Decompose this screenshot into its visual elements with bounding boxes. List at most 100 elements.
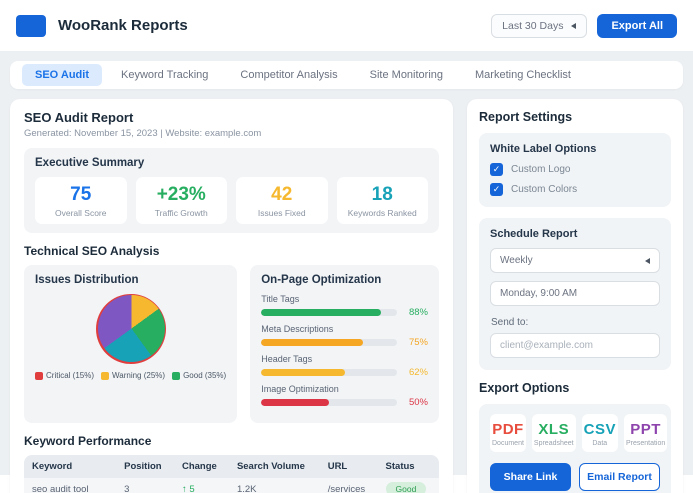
- metric-label: Issues Fixed: [257, 208, 306, 218]
- cell-volume: 1.2K: [228, 478, 320, 493]
- technical-seo-heading: Technical SEO Analysis: [24, 244, 160, 258]
- white-label-card: White Label Options ✓ Custom Logo ✓ Cust…: [479, 133, 671, 207]
- metrics-row: 75 Overall Score +23% Traffic Growth 42 …: [35, 177, 428, 224]
- sidebar-column: Report Settings White Label Options ✓ Cu…: [467, 99, 683, 493]
- format-name: PPT: [630, 421, 661, 438]
- metric-label: Keywords Ranked: [347, 208, 417, 218]
- export-options-heading: Export Options: [479, 381, 570, 395]
- period-selector[interactable]: Last 30 Days: [491, 13, 588, 38]
- export-formats: PDF Document XLS Spreadsheet CSV Data: [490, 414, 668, 452]
- col-status: Status: [377, 455, 439, 478]
- export-xls-tile[interactable]: XLS Spreadsheet: [531, 414, 576, 452]
- progress-track: [261, 339, 397, 346]
- metric-keywords-ranked: 18 Keywords Ranked: [336, 177, 428, 224]
- export-all-button[interactable]: Export All: [597, 13, 677, 38]
- progress-meta-descriptions: Meta Descriptions 75%: [261, 324, 428, 348]
- legend-warning: Warning (25%): [101, 371, 165, 380]
- progress-value: 50%: [408, 397, 428, 408]
- col-position: Position: [116, 455, 174, 478]
- recipient-email-input[interactable]: [490, 333, 660, 358]
- format-label: Spreadsheet: [533, 440, 574, 447]
- main-column: SEO Audit Report Generated: November 15,…: [10, 99, 453, 493]
- export-csv-tile[interactable]: CSV Data: [581, 414, 618, 452]
- checkbox-checked-icon[interactable]: ✓: [490, 183, 503, 196]
- tab-site-monitoring[interactable]: Site Monitoring: [369, 69, 444, 81]
- content-area: SEO Audit Keyword Tracking Competitor An…: [0, 52, 693, 493]
- format-name: XLS: [538, 421, 570, 438]
- export-pdf-tile[interactable]: PDF Document: [490, 414, 526, 452]
- metric-value: 42: [271, 184, 293, 205]
- tab-marketing-checklist[interactable]: Marketing Checklist: [475, 69, 571, 81]
- progress-value: 62%: [408, 367, 428, 378]
- issues-distribution-card: Issues Distribution Critical (15%): [24, 265, 238, 423]
- onpage-optimization-card: On-Page Optimization Title Tags 88% Meta…: [250, 265, 439, 423]
- white-label-heading: White Label Options: [490, 143, 597, 155]
- legend-swatch-warning: [101, 371, 110, 380]
- format-label: Document: [492, 440, 524, 447]
- progress-fill: [261, 399, 330, 406]
- metric-label: Traffic Growth: [154, 208, 208, 218]
- cell-keyword: seo audit tool: [24, 478, 117, 493]
- progress-fill: [261, 339, 364, 346]
- progress-value: 88%: [408, 307, 428, 318]
- tab-seo-audit[interactable]: SEO Audit: [22, 64, 102, 86]
- progress-fill: [261, 369, 346, 376]
- keyword-performance-heading: Keyword Performance: [24, 434, 152, 448]
- export-options-card: PDF Document XLS Spreadsheet CSV Data: [479, 404, 671, 493]
- top-header: WooRank Reports Last 30 Days Export All: [0, 0, 693, 52]
- schedule-time-input[interactable]: [490, 281, 660, 306]
- col-change: Change: [173, 455, 229, 478]
- send-to-label: Send to:: [491, 317, 529, 328]
- progress-header-tags: Header Tags 62%: [261, 354, 428, 378]
- export-ppt-tile[interactable]: PPT Presentation: [623, 414, 668, 452]
- email-report-button[interactable]: Email Report: [579, 463, 660, 491]
- legend-critical: Critical (15%): [35, 371, 94, 380]
- app-logo: [16, 14, 46, 37]
- progress-value: 75%: [408, 337, 428, 348]
- share-link-button[interactable]: Share Link: [490, 463, 571, 491]
- format-name: CSV: [583, 421, 616, 438]
- report-subtitle: Generated: November 15, 2023 | Website: …: [24, 128, 262, 139]
- cell-url: /services: [319, 478, 378, 493]
- issues-pie-chart: [95, 294, 166, 364]
- onpage-optimization-heading: On-Page Optimization: [261, 274, 382, 286]
- dropdown-arrow-icon: [645, 257, 650, 264]
- legend-good: Good (35%): [172, 371, 226, 380]
- schedule-report-heading: Schedule Report: [490, 228, 578, 240]
- metric-overall-score: 75 Overall Score: [35, 177, 127, 224]
- progress-image-optimization: Image Optimization 50%: [261, 384, 428, 408]
- checkbox-custom-colors[interactable]: ✓ Custom Colors: [490, 183, 660, 196]
- app-title: WooRank Reports: [58, 17, 188, 34]
- cell-change: ↑ 5: [173, 478, 229, 493]
- format-label: Data: [592, 440, 608, 447]
- metric-issues-fixed: 42 Issues Fixed: [236, 177, 328, 224]
- col-keyword: Keyword: [24, 455, 117, 478]
- brand: WooRank Reports: [16, 14, 188, 37]
- tab-keyword-tracking[interactable]: Keyword Tracking: [120, 69, 209, 81]
- dropdown-arrow-icon: [571, 22, 577, 29]
- progress-fill: [261, 309, 381, 316]
- legend-swatch-good: [172, 371, 181, 380]
- keyword-table-header: Keyword Position Change Search Volume UR…: [24, 455, 439, 478]
- progress-track: [261, 369, 397, 376]
- pie-legend: Critical (15%) Warning (25%) Good (35%): [35, 371, 226, 380]
- checkbox-custom-logo[interactable]: ✓ Custom Logo: [490, 163, 660, 176]
- tab-competitor-analysis[interactable]: Competitor Analysis: [240, 69, 338, 81]
- checkbox-checked-icon[interactable]: ✓: [490, 163, 503, 176]
- progress-track: [261, 309, 397, 316]
- progress-track: [261, 399, 397, 406]
- frequency-value: Weekly: [500, 255, 533, 266]
- executive-summary-heading: Executive Summary: [35, 157, 145, 169]
- schedule-report-card: Schedule Report Weekly Send to:: [479, 218, 671, 370]
- frequency-select[interactable]: Weekly: [490, 248, 660, 273]
- page-title: SEO Audit Report: [24, 110, 134, 125]
- report-settings-heading: Report Settings: [479, 110, 573, 124]
- col-search-volume: Search Volume: [228, 455, 320, 478]
- keyword-table: Keyword Position Change Search Volume UR…: [24, 455, 439, 493]
- status-badge: Good: [385, 482, 427, 493]
- metric-traffic-growth: +23% Traffic Growth: [135, 177, 227, 224]
- format-name: PDF: [492, 421, 524, 438]
- metric-value: +23%: [156, 184, 206, 205]
- period-selector-value: Last 30 Days: [502, 19, 564, 32]
